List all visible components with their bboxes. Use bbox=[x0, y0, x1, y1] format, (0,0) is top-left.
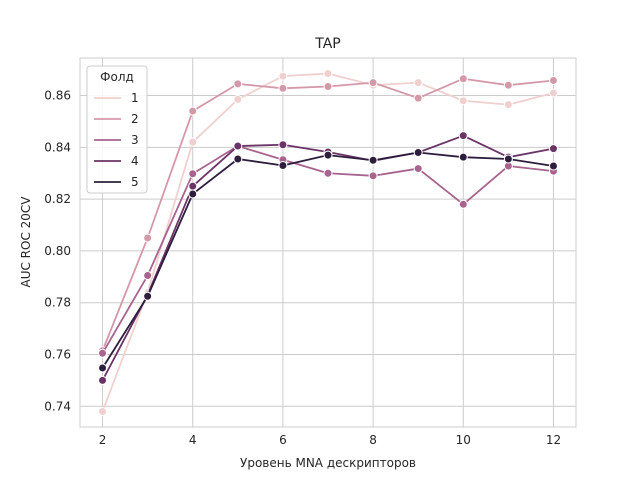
data-point bbox=[324, 70, 332, 78]
legend-title: Фолд bbox=[100, 70, 134, 84]
data-point bbox=[279, 72, 287, 80]
data-point bbox=[414, 94, 422, 102]
data-point bbox=[234, 155, 242, 163]
data-point bbox=[144, 292, 152, 300]
data-point bbox=[99, 376, 107, 384]
data-point bbox=[549, 89, 557, 97]
x-tick-label: 12 bbox=[546, 433, 561, 447]
data-point bbox=[549, 145, 557, 153]
data-point bbox=[234, 95, 242, 103]
data-point bbox=[144, 234, 152, 242]
data-point bbox=[369, 156, 377, 164]
y-tick-label: 0.86 bbox=[44, 89, 71, 103]
x-axis-label: Уровень MNA дескрипторов bbox=[240, 456, 416, 470]
legend-label: 3 bbox=[131, 133, 139, 147]
data-point bbox=[279, 161, 287, 169]
y-tick-label: 0.80 bbox=[44, 244, 71, 258]
data-point bbox=[549, 162, 557, 170]
data-point bbox=[189, 138, 197, 146]
data-point bbox=[324, 82, 332, 90]
data-point bbox=[99, 407, 107, 415]
data-point bbox=[459, 75, 467, 83]
data-point bbox=[414, 165, 422, 173]
plot-frame bbox=[80, 58, 576, 427]
data-point bbox=[99, 364, 107, 372]
legend-label: 1 bbox=[131, 91, 139, 105]
y-tick-label: 0.76 bbox=[44, 347, 71, 361]
data-point bbox=[549, 77, 557, 85]
data-point bbox=[459, 153, 467, 161]
data-point bbox=[369, 172, 377, 180]
plot-area bbox=[80, 58, 576, 427]
data-point bbox=[189, 107, 197, 115]
data-point bbox=[189, 182, 197, 190]
data-point bbox=[189, 190, 197, 198]
data-point bbox=[459, 200, 467, 208]
y-tick-label: 0.78 bbox=[44, 296, 71, 310]
data-point bbox=[414, 79, 422, 87]
legend: Фолд 1 2 3 4 5 bbox=[87, 66, 147, 193]
data-point bbox=[144, 272, 152, 280]
data-point bbox=[414, 149, 422, 157]
x-tick-label: 10 bbox=[456, 433, 471, 447]
data-point bbox=[279, 84, 287, 92]
y-tick-label: 0.84 bbox=[44, 140, 71, 154]
x-tick-label: 6 bbox=[279, 433, 287, 447]
data-point bbox=[324, 151, 332, 159]
data-point bbox=[459, 132, 467, 140]
data-point bbox=[324, 169, 332, 177]
data-point bbox=[504, 81, 512, 89]
data-point bbox=[504, 155, 512, 163]
x-tick-label: 4 bbox=[189, 433, 197, 447]
data-point bbox=[459, 97, 467, 105]
x-tick-label: 8 bbox=[369, 433, 377, 447]
legend-frame bbox=[87, 66, 147, 193]
x-tick-label: 2 bbox=[99, 433, 107, 447]
data-point bbox=[279, 141, 287, 149]
y-tick-label: 0.82 bbox=[44, 192, 71, 206]
data-point bbox=[234, 80, 242, 88]
legend-label: 4 bbox=[131, 154, 139, 168]
chart-title: TAP bbox=[314, 36, 340, 52]
data-point bbox=[99, 349, 107, 357]
legend-label: 2 bbox=[131, 112, 139, 126]
data-point bbox=[504, 101, 512, 109]
legend-label: 5 bbox=[131, 175, 139, 189]
data-point bbox=[369, 79, 377, 87]
y-axis-label: AUC ROC 20CV bbox=[19, 196, 33, 288]
y-tick-label: 0.74 bbox=[44, 399, 71, 413]
data-point bbox=[189, 170, 197, 178]
data-point bbox=[234, 142, 242, 150]
